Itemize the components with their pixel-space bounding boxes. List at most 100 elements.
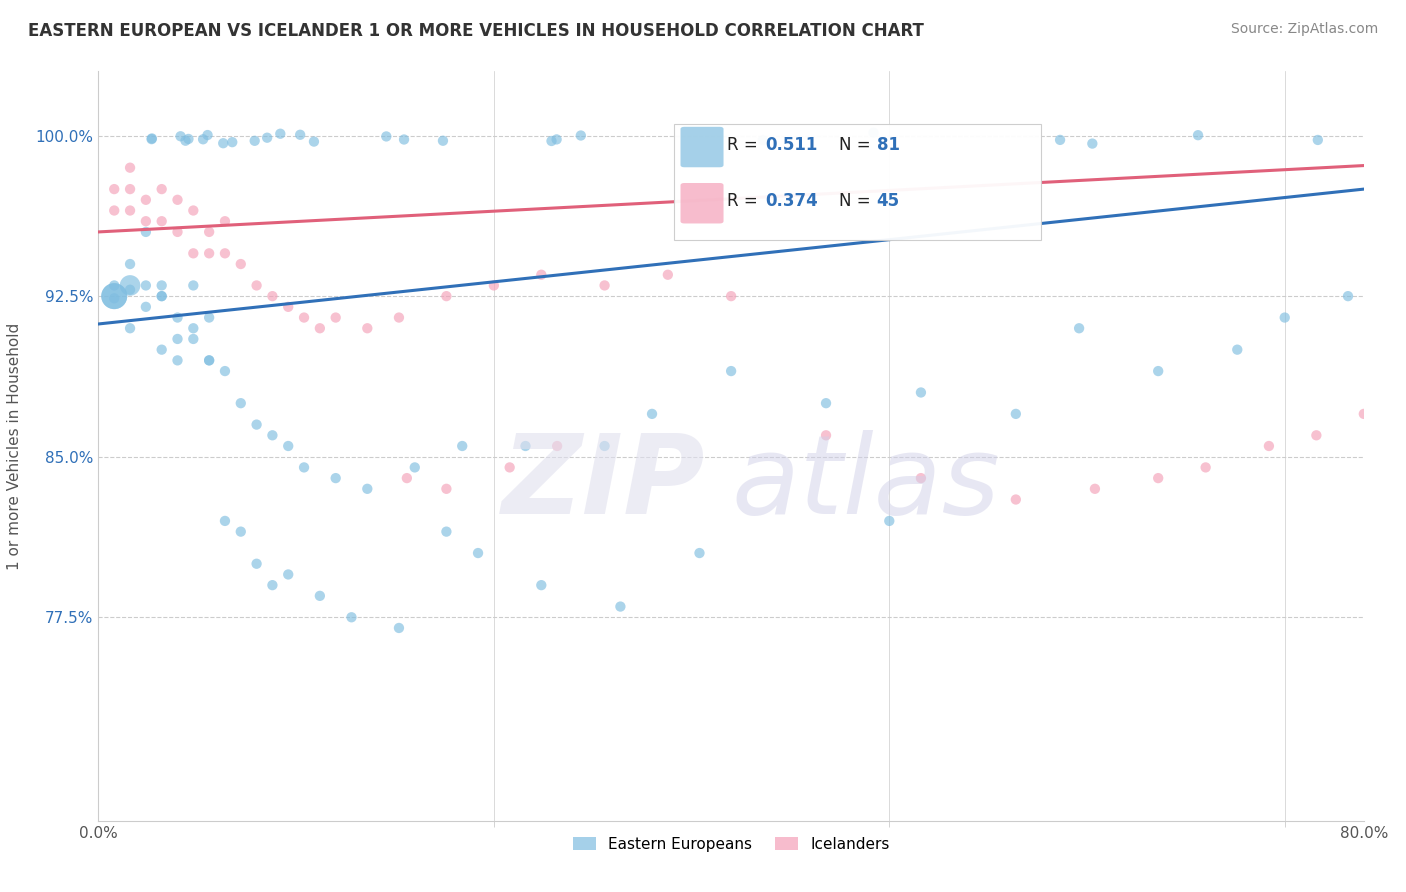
Point [150, 343, 173, 357]
Point [103, 278, 125, 293]
Point [530, 578, 553, 592]
Point [214, 364, 236, 378]
Point [120, 203, 141, 218]
Point [1147, 471, 1170, 485]
Point [1147, 364, 1170, 378]
Point [530, 268, 553, 282]
Text: N =: N = [838, 192, 876, 210]
Point [120, 321, 141, 335]
Point [309, 589, 332, 603]
Point [177, 132, 200, 146]
Point [198, 353, 221, 368]
Text: R =: R = [727, 136, 763, 153]
Point [150, 214, 173, 228]
Point [183, 332, 205, 346]
Point [183, 321, 205, 335]
Point [356, 321, 378, 335]
Point [120, 283, 141, 297]
FancyBboxPatch shape [675, 124, 1040, 240]
Point [540, 134, 562, 148]
Point [103, 291, 125, 305]
Point [214, 214, 236, 228]
Point [814, 396, 837, 410]
Point [593, 439, 616, 453]
Point [325, 310, 347, 325]
Point [183, 246, 205, 260]
Text: EASTERN EUROPEAN VS ICELANDER 1 OR MORE VEHICLES IN HOUSEHOLD CORRELATION CHART: EASTERN EUROPEAN VS ICELANDER 1 OR MORE … [28, 22, 924, 40]
Point [150, 278, 173, 293]
Text: R =: R = [727, 192, 763, 210]
Point [436, 482, 458, 496]
Text: 0.374: 0.374 [765, 192, 818, 210]
Point [166, 332, 188, 346]
Point [388, 621, 411, 635]
Text: Source: ZipAtlas.com: Source: ZipAtlas.com [1230, 22, 1378, 37]
Point [1081, 136, 1104, 151]
Point [1226, 343, 1249, 357]
Point [546, 439, 568, 453]
Point [404, 460, 426, 475]
Legend: Eastern Europeans, Icelanders: Eastern Europeans, Icelanders [567, 830, 896, 858]
Point [229, 524, 252, 539]
Point [1306, 133, 1329, 147]
Point [277, 567, 299, 582]
Text: N =: N = [838, 136, 876, 153]
Point [1353, 407, 1375, 421]
Point [467, 546, 489, 560]
Point [910, 471, 932, 485]
Point [150, 289, 173, 303]
Point [120, 257, 141, 271]
Point [120, 278, 141, 293]
Point [103, 289, 125, 303]
Point [309, 321, 332, 335]
Point [120, 182, 141, 196]
Point [198, 310, 221, 325]
Y-axis label: 1 or more Vehicles in Household: 1 or more Vehicles in Household [7, 322, 21, 570]
Point [229, 257, 252, 271]
Point [657, 268, 679, 282]
Point [1187, 128, 1209, 143]
Point [546, 132, 568, 146]
Point [135, 278, 157, 293]
Point [340, 610, 363, 624]
Point [166, 193, 188, 207]
Point [436, 524, 458, 539]
Point [174, 134, 197, 148]
Point [191, 132, 214, 146]
Point [1004, 407, 1026, 421]
Point [1049, 133, 1071, 147]
Point [120, 161, 141, 175]
Point [910, 385, 932, 400]
Point [103, 203, 125, 218]
Point [256, 130, 278, 145]
Point [814, 428, 837, 442]
Point [214, 514, 236, 528]
Point [356, 482, 378, 496]
Point [720, 364, 742, 378]
Point [212, 136, 235, 151]
Point [720, 289, 742, 303]
Point [498, 460, 520, 475]
Point [103, 182, 125, 196]
Point [150, 289, 173, 303]
Point [221, 135, 243, 149]
Point [183, 278, 205, 293]
Point [288, 128, 311, 142]
Point [1274, 310, 1296, 325]
Point [1084, 482, 1107, 496]
Point [688, 546, 710, 560]
Point [593, 278, 616, 293]
Point [1067, 321, 1090, 335]
Text: ZIP: ZIP [502, 430, 706, 537]
Point [302, 135, 325, 149]
Point [375, 129, 398, 144]
Point [292, 310, 315, 325]
Point [436, 289, 458, 303]
Point [325, 471, 347, 485]
Point [141, 132, 163, 146]
Point [141, 131, 163, 145]
Point [569, 128, 592, 143]
Point [243, 134, 266, 148]
Point [515, 439, 537, 453]
Point [183, 203, 205, 218]
